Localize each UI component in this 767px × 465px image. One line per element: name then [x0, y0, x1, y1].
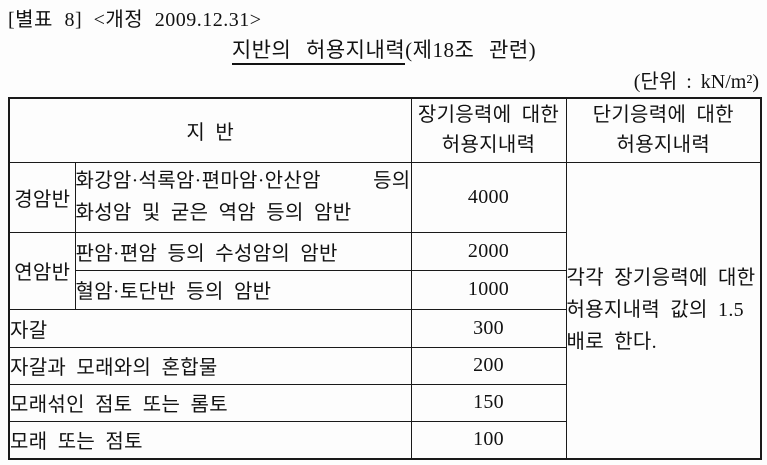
- hard-rock-description-line1: 화강암·석록암·편마암·안산암 등의: [75, 165, 411, 197]
- hard-rock-desc-line1-left: 화강암·석록암·편마암·안산암: [75, 170, 321, 192]
- page-title-main: 지반의 허용지내력: [231, 38, 406, 65]
- sandy-clay-description: 모래섞인 점토 또는 롬토: [8, 383, 412, 422]
- hard-rock-value: 4000: [410, 161, 567, 233]
- gravel-sand-value: 200: [410, 346, 567, 385]
- hard-rock-desc-line1-right: 등의: [373, 170, 411, 192]
- header-short-term-line1: 단기응력에 대한: [592, 104, 734, 127]
- shale-value: 1000: [410, 269, 567, 310]
- hard-rock-description: 화강암·석록암·편마암·안산암 등의 화성암 및 굳은 역암 등의 암반: [74, 161, 412, 233]
- page-title: 지반의 허용지내력(제18조 관련): [8, 34, 760, 65]
- sedimentary-description: 판암·편암 등의 수성암의 암반: [74, 231, 412, 271]
- sand-or-clay-description: 모래 또는 점토: [8, 420, 412, 460]
- header-long-term-line1: 장기응력에 대한: [417, 104, 560, 127]
- sedimentary-value: 2000: [410, 231, 567, 271]
- table-row-shale: 혈암·토단반 등의 암반 1000: [9, 269, 761, 310]
- sand-or-clay-value: 100: [410, 420, 567, 460]
- header-ground: 지 반: [8, 97, 412, 163]
- table-row-sandy-clay: 모래섞인 점토 또는 롬토 150: [8, 383, 761, 422]
- annex-revision-label: [별표 8] <개정 2009.12.31>: [8, 9, 262, 31]
- short-term-note-line1: 각각 장기응력에 대한: [566, 266, 756, 289]
- sandy-clay-value: 150: [410, 383, 567, 422]
- table-row-gravel: 자갈 300: [8, 308, 761, 348]
- short-term-note-line3: 배로 한다.: [566, 331, 657, 354]
- shale-description: 혈암·토단반 등의 암반: [74, 269, 412, 310]
- rock-group-hard: 경암반: [8, 161, 76, 233]
- page-title-suffix: (제18조 관련): [405, 38, 537, 62]
- rock-group-soft: 연암반: [8, 231, 76, 310]
- table-row-sand-or-clay: 모래 또는 점토 100: [8, 420, 761, 460]
- table-row-hard-rock: 경암반 화강암·석록암·편마암·안산암 등의 화성암 및 굳은 역암 등의 암반…: [8, 161, 762, 460]
- table-header-row: 지 반 장기응력에 대한 허용지내력 단기응력에 대한 허용지내력: [8, 97, 762, 163]
- hard-rock-description-line2: 화성암 및 굳은 역암 등의 암반: [75, 202, 352, 224]
- header-long-term: 장기응력에 대한 허용지내력: [410, 97, 567, 163]
- table-row-gravel-sand: 자갈과 모래와의 혼합물 200: [8, 346, 761, 385]
- short-term-note: 각각 장기응력에 대한 허용지내력 값의 1.5 배로 한다.: [565, 161, 762, 460]
- bearing-capacity-table: 지 반 장기응력에 대한 허용지내력 단기응력에 대한 허용지내력 경암반 화강…: [8, 97, 763, 460]
- unit-label: (단위 : kN/m²): [633, 71, 759, 93]
- gravel-value: 300: [410, 308, 567, 348]
- table-row-sedimentary: 연암반 판암·편암 등의 수성암의 암반 2000: [8, 231, 761, 310]
- header-short-term: 단기응력에 대한 허용지내력: [565, 97, 762, 163]
- gravel-description: 자갈: [8, 308, 412, 348]
- gravel-sand-description: 자갈과 모래와의 혼합물: [8, 346, 412, 385]
- short-term-note-line2: 허용지내력 값의 1.5: [566, 299, 744, 322]
- header-long-term-line2: 허용지내력: [441, 134, 536, 157]
- header-short-term-line2: 허용지내력: [616, 134, 711, 157]
